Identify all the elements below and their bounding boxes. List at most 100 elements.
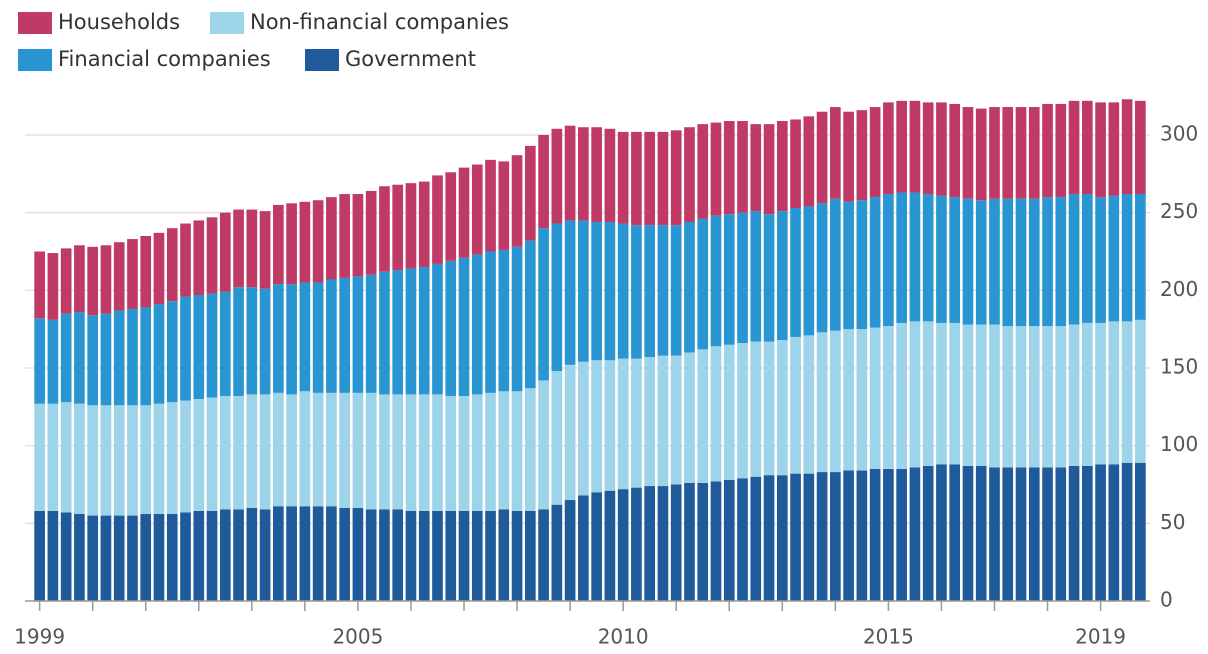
bar-segment <box>803 206 815 336</box>
bar-segment <box>339 392 350 508</box>
bar-segment <box>710 215 722 347</box>
bar-segment <box>34 251 45 319</box>
bar-segment <box>233 509 244 601</box>
bar-segment <box>776 340 788 476</box>
bar-segment <box>286 284 297 395</box>
bar-segment <box>524 145 536 241</box>
bar-segment <box>909 321 921 468</box>
bar-segment <box>405 183 417 269</box>
bar-segment <box>113 515 125 601</box>
bar-segment <box>246 507 258 601</box>
bar-segment <box>286 394 297 507</box>
bar-segment <box>975 465 987 601</box>
bar-segment <box>710 481 722 601</box>
bar-segment <box>617 358 629 490</box>
bar-segment <box>631 225 642 359</box>
bar-segment <box>617 489 629 601</box>
bar-segment <box>975 200 987 325</box>
x-tick-label: 2005 <box>332 625 383 649</box>
bar-segment <box>962 107 974 199</box>
bar-segment <box>975 324 987 466</box>
bar-segment <box>551 128 563 224</box>
bar-segment <box>299 391 311 507</box>
bar-segment <box>989 107 1000 199</box>
bar-segment <box>922 465 934 601</box>
bar-segment <box>869 197 881 328</box>
bar-segment <box>299 282 311 392</box>
bar-segment <box>1028 326 1040 468</box>
x-tick-label: 2019 <box>1075 625 1126 649</box>
bar-segment <box>87 246 99 316</box>
bar-segment <box>883 326 894 469</box>
bar-segment <box>100 245 112 314</box>
bar-segment <box>180 223 191 297</box>
bar-segment <box>1068 324 1080 466</box>
bar-segment <box>458 395 470 511</box>
bar-segment <box>392 394 404 510</box>
bar-segment <box>511 391 523 511</box>
bar-segment <box>1055 103 1067 198</box>
bar-segment <box>803 473 815 601</box>
bar-segment <box>1135 462 1146 601</box>
bar-segment <box>1121 99 1133 195</box>
bar-segment <box>1108 102 1120 196</box>
bar-segment <box>127 308 138 406</box>
bar-segment <box>273 392 284 507</box>
bar-segment <box>1108 321 1120 465</box>
bar-segment <box>286 506 297 601</box>
y-tick-label: 250 <box>1160 199 1198 223</box>
bar-segment <box>365 392 377 510</box>
x-tick-label: 2015 <box>863 625 914 649</box>
bar-segment <box>936 195 947 323</box>
bar-segment <box>34 318 45 404</box>
bar-segment <box>1108 195 1120 322</box>
legend-swatch <box>18 12 52 34</box>
bar-segment <box>684 221 695 353</box>
bar-segment <box>1055 197 1067 327</box>
bar-segment <box>259 509 271 601</box>
bar-segment <box>856 470 868 601</box>
bar-segment <box>538 380 549 510</box>
bar-segment <box>657 486 669 601</box>
bar-segment <box>644 357 656 487</box>
bar-segment <box>975 108 987 201</box>
bar-segment <box>326 279 337 393</box>
bar-segment <box>471 164 483 255</box>
bar-segment <box>922 102 934 195</box>
bar-segment <box>657 355 669 487</box>
bar-segment <box>326 392 337 507</box>
bar-segment <box>578 361 589 496</box>
bar-segment <box>47 319 59 404</box>
bar-segment <box>1095 322 1106 465</box>
bar-segment <box>100 515 112 601</box>
legend-label: Government <box>345 47 476 71</box>
bar-segment <box>524 388 536 511</box>
bar-segment <box>989 324 1000 468</box>
bar-segment <box>339 507 350 601</box>
bar-segment <box>843 111 854 202</box>
bar-segment <box>193 399 205 511</box>
bar-segment <box>763 124 775 215</box>
bar-segment <box>1095 102 1106 198</box>
bar-segment <box>392 184 404 271</box>
bar-segment <box>219 395 231 510</box>
bar-segment <box>60 248 72 314</box>
bar-segment <box>153 232 165 305</box>
bar-segment <box>909 192 921 322</box>
bar-segment <box>989 467 1000 601</box>
bar-segment <box>896 468 907 601</box>
bar-segment <box>405 510 417 601</box>
bar-segment <box>60 402 72 513</box>
bar-segment <box>657 131 669 226</box>
bar-segment <box>47 510 59 601</box>
bar-segment <box>219 509 231 601</box>
bar-segment <box>896 192 907 323</box>
bar-segment <box>697 349 709 483</box>
bar-segment <box>180 512 191 601</box>
bar-segment <box>1081 322 1093 466</box>
bar-segment <box>1135 319 1146 463</box>
bar-segment <box>153 304 165 404</box>
bar-segment <box>299 506 311 601</box>
bar-segment <box>379 394 390 510</box>
